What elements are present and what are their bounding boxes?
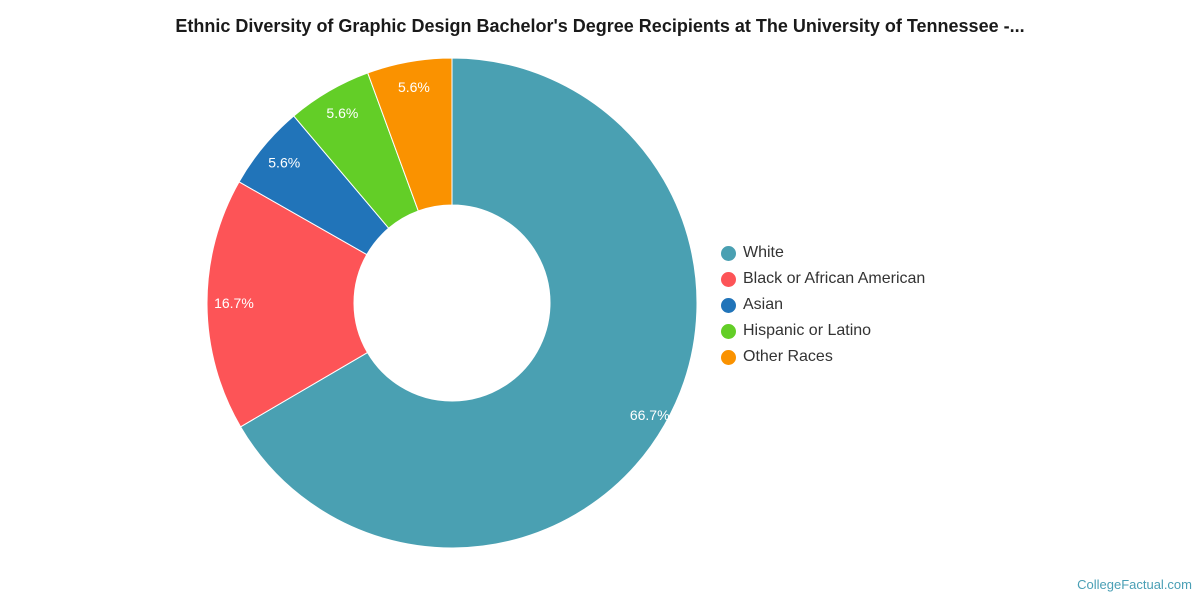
legend-label: Other Races [743, 348, 833, 365]
legend-label: White [743, 244, 784, 261]
slice-labels: 66.7% 16.7% 5.6% 5.6% 5.6% [214, 79, 669, 423]
chart-legend: White Black or African American Asian Hispa… [721, 240, 925, 370]
legend-item-black-or-african-american[interactable]: Black or African American [721, 266, 925, 292]
legend-item-asian[interactable]: Asian [721, 292, 925, 318]
chart-title: Ethnic Diversity of Graphic Design Bache… [175, 16, 1025, 36]
legend-item-other-races[interactable]: Other Races [721, 344, 925, 370]
legend-item-white[interactable]: White [721, 240, 925, 266]
slice-label-other-races: 5.6% [398, 79, 430, 95]
legend-swatch-icon [721, 245, 736, 261]
legend-label: Black or African American [743, 270, 926, 287]
slice-black-or-african-american[interactable] [206, 181, 369, 428]
slices [206, 57, 698, 549]
slice-label-black-or-african-american: 16.7% [214, 295, 254, 311]
slice-label-hispanic-or-latino: 5.6% [326, 105, 358, 121]
site-credit[interactable]: CollegeFactual.com [1077, 577, 1192, 592]
legend-swatch-icon [721, 349, 736, 365]
legend-label: Asian [743, 296, 784, 313]
legend-swatch-icon [721, 271, 736, 287]
slice-label-asian: 5.6% [268, 154, 300, 170]
legend-item-hispanic-or-latino[interactable]: Hispanic or Latino [721, 318, 925, 344]
legend-swatch-icon [721, 323, 736, 339]
slice-label-white: 66.7% [630, 407, 670, 423]
legend-swatch-icon [721, 297, 736, 313]
slice-white[interactable] [239, 57, 698, 549]
slice-other-races[interactable] [367, 57, 453, 212]
legend-label: Hispanic or Latino [743, 322, 872, 339]
